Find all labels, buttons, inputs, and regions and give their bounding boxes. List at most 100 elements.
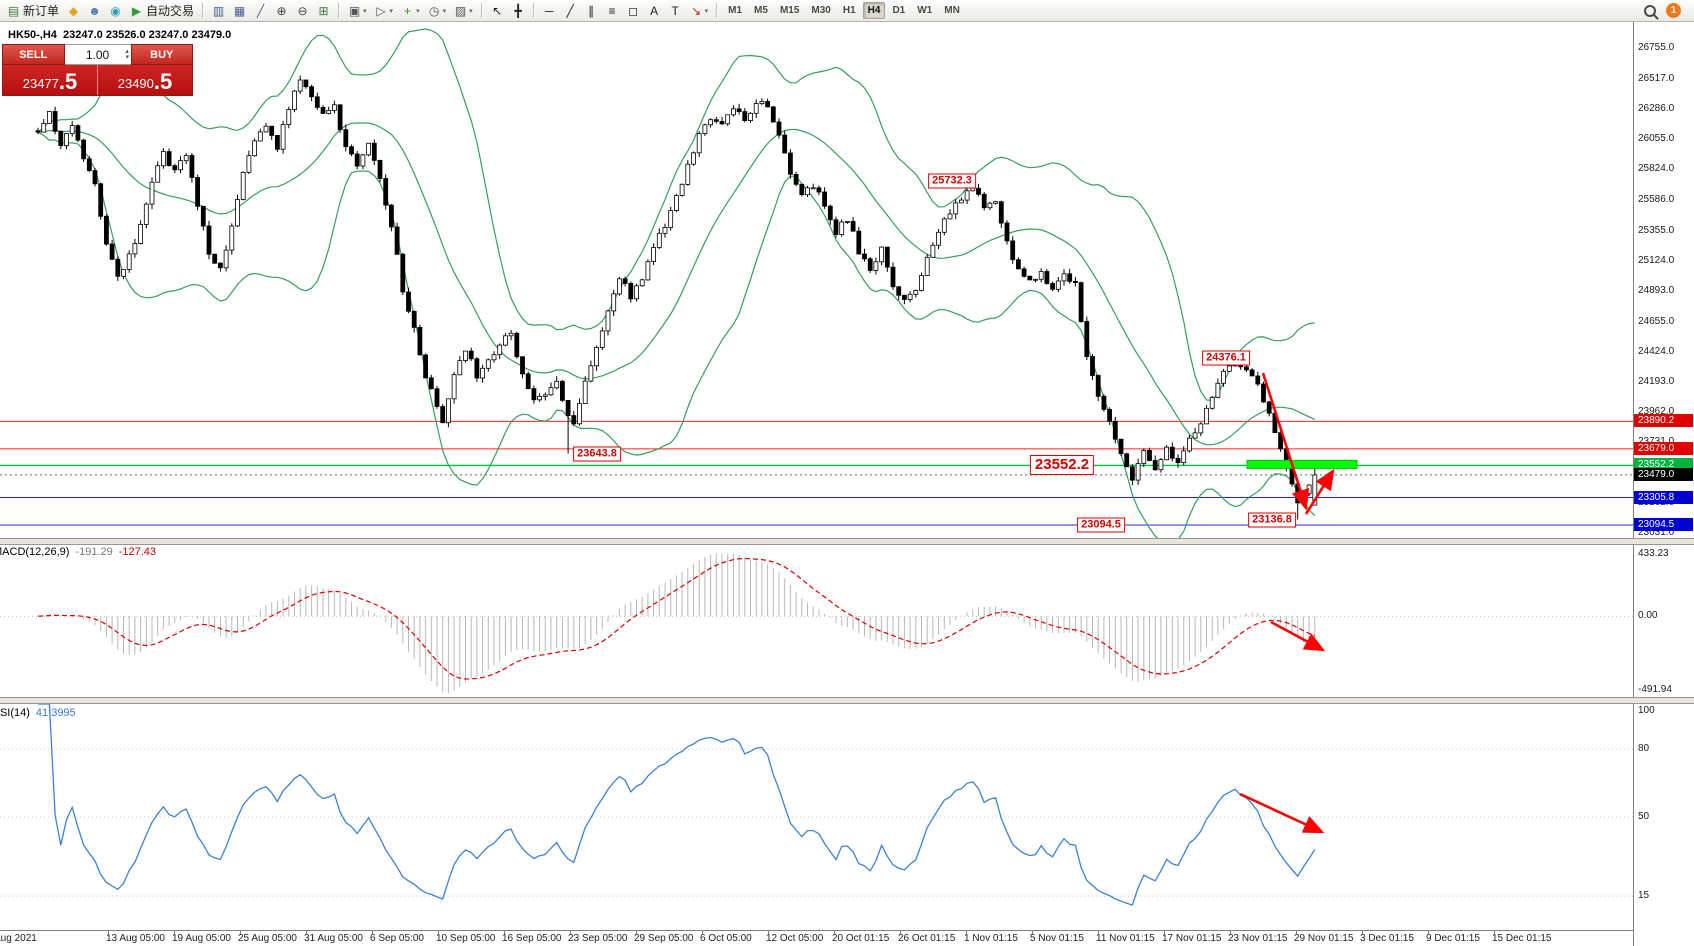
templates-icon: ▨ [454,3,467,18]
dropdown-arrow-icon [469,7,473,15]
price-axis-label: 24893.0 [1638,284,1675,296]
timeframe-w1[interactable]: W1 [917,5,933,16]
candlestick-button[interactable]: ▦ [229,0,250,21]
timeframe-m1[interactable]: M1 [728,5,743,16]
crosshair-button[interactable]: ╋ [508,0,529,21]
timeframe-m15[interactable]: M15 [779,5,800,16]
zoom-in-button[interactable]: ⊕ [271,0,292,21]
zoom-out-icon: ⊖ [297,3,308,18]
timeframe-m5[interactable]: M5 [754,5,768,16]
help-button[interactable]: ◉ [105,0,126,21]
price-label-annotation[interactable]: 23643.8 [573,446,621,461]
buy-price-big: .5 [153,69,173,94]
price-axis-label: 24193.0 [1638,375,1675,387]
toolbar-separator [532,3,535,18]
timeframe-mn[interactable]: MN [944,5,960,16]
fibonacci-tool-button[interactable]: ≡ [602,0,623,21]
time-axis-tick [1098,931,1099,934]
buy-price[interactable]: 23490.5 [98,65,192,95]
price-label-annotation[interactable]: 23552.2 [1029,455,1095,476]
new-order-icon: ▤ [7,3,20,18]
sell-button[interactable]: SELL [2,44,65,65]
autotrading-button[interactable]: ▶ 自动交易 [126,0,198,21]
line-chart-button[interactable]: ╱ [250,0,271,21]
spinner-down-icon[interactable] [125,55,129,61]
line-chart-icon: ╱ [256,3,265,18]
cursor-icon: ↖ [492,3,503,18]
timeframe-h1[interactable]: H1 [842,5,856,16]
metaeditor-icon: ◆ [68,3,79,18]
text-tool-button[interactable]: A [644,0,665,21]
tile-windows-icon: ⊞ [318,3,329,18]
panel-separator[interactable] [0,697,1694,704]
autotrading-icon: ▶ [131,3,142,18]
dropdown-arrow-icon [416,7,420,15]
rsi-name: RSI(14) [0,707,30,719]
help-icon: ◉ [110,3,121,18]
label-tool-button[interactable]: T [665,0,686,21]
tile-windows-button[interactable]: ⊞ [313,0,334,21]
trendline-tool-button[interactable]: ╱ [560,0,581,21]
zoom-in-icon: ⊕ [276,3,287,18]
price-label-annotation[interactable]: 25732.3 [928,173,976,189]
buy-button[interactable]: BUY [130,44,193,65]
hline-tool-button[interactable]: ─ [539,0,560,21]
shapes-tool-button[interactable]: ◻ [623,0,644,21]
time-axis-label: 23 Nov 01:15 [1228,933,1288,944]
indicators-icon: + [404,3,412,18]
shapes-tool-icon: ◻ [628,3,639,18]
zoom-out-button[interactable]: ⊖ [292,0,313,21]
notification-badge[interactable]: 1 [1666,3,1681,18]
macd-scale-top: 433.23 [1638,548,1669,559]
toolbar-button-label: 新订单 [23,4,60,18]
volume-input[interactable]: 1.00 [64,44,131,65]
chart-shift-button[interactable]: ▷ [371,0,398,21]
time-axis-tick [1230,931,1231,934]
price-axis[interactable]: 26755.0 26517.0 26286.0 26055.0 25824.0 25586… [1633,22,1694,946]
toolbar-separator [480,3,483,18]
timeframe-h4[interactable]: H4 [862,2,886,19]
price-label-annotation[interactable]: 24376.1 [1202,350,1250,366]
toolbar-separator [338,3,341,18]
price-label-annotation[interactable]: 23094.5 [1077,517,1125,533]
volume-spinner[interactable] [125,46,129,63]
search-icon[interactable] [1644,4,1656,17]
price-label-annotation[interactable]: 23136.8 [1248,512,1296,527]
volume-value: 1.00 [85,47,110,62]
dropdown-arrow-icon [443,7,447,15]
time-axis-label: 29 Nov 01:15 [1294,933,1354,944]
candlestick-icon: ▦ [233,3,246,18]
price-axis-label: 26755.0 [1638,42,1675,54]
arrows-tool-button[interactable]: ↘ [686,0,713,21]
timeframe-d1[interactable]: D1 [892,5,906,16]
new-order-button[interactable]: ▤ 新订单 [3,0,63,21]
timeframe-buttons: M1 M5 M15 M30 H1 H4 D1 W1 MN [722,0,966,22]
dropdown-arrow-icon [705,7,709,15]
periods-button[interactable]: ◷ [424,0,451,21]
indicators-button[interactable]: + [397,0,424,21]
time-axis[interactable]: Aug 2021 13 Aug 05:00 19 Aug 05:00 25 Aug 0… [0,930,1633,946]
time-axis-tick [1032,931,1033,934]
dropdown-arrow-icon [390,7,394,15]
macd-signal-value: -127.43 [118,546,157,558]
time-axis-label: 12 Oct 05:00 [766,933,824,944]
arrange-windows-button[interactable]: ▣ [344,0,371,21]
time-axis-label: 15 Dec 01:15 [1492,933,1552,944]
price-axis-tag: 23479.0 [1634,467,1693,481]
channel-tool-button[interactable]: ∥ [581,0,602,21]
templates-button[interactable]: ▨ [450,0,477,21]
metaeditor-button[interactable]: ◆ [63,0,84,21]
cursor-button[interactable]: ↖ [487,0,508,21]
macd-scale-zero: 0.00 [1638,610,1658,622]
time-axis-tick [438,931,439,934]
sell-price[interactable]: 23477.5 [3,65,97,95]
time-axis-label: 23 Sep 05:00 [568,933,628,944]
periods-icon: ◷ [428,3,440,18]
rsi-scale-label: 80 [1638,743,1650,755]
bar-chart-button[interactable]: ▥ [208,0,229,21]
panel-separator[interactable] [0,538,1694,545]
profile-button[interactable]: ☻ [84,0,105,21]
timeframe-m30[interactable]: M30 [811,5,831,16]
